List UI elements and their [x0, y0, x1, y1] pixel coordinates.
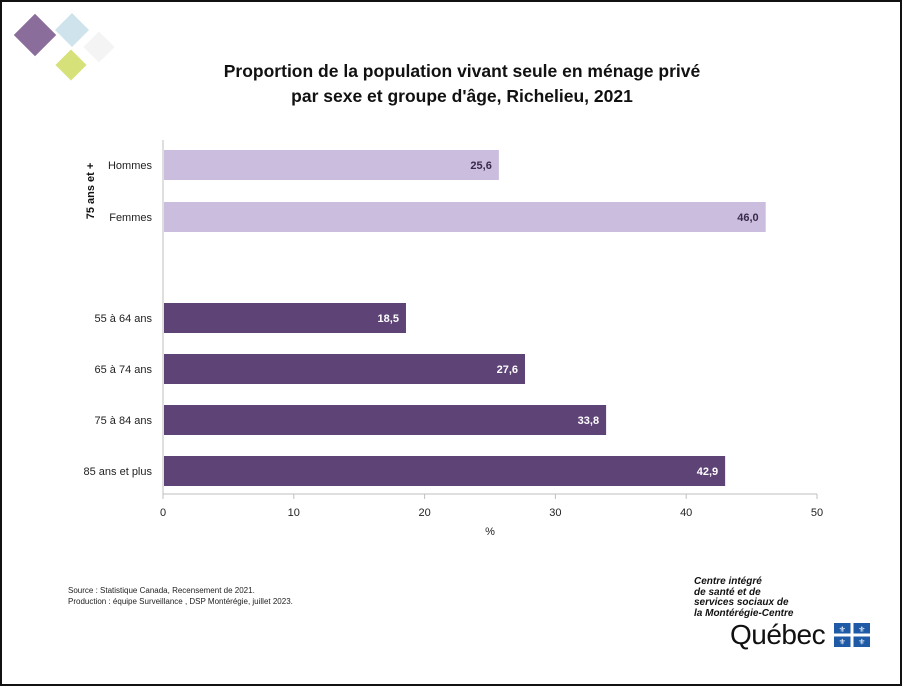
data-label: 46,0: [737, 212, 758, 224]
data-label: 42,9: [697, 466, 718, 478]
logo-org-name: Centre intégré de santé et de services s…: [694, 576, 864, 619]
x-tick-label: 0: [160, 507, 166, 519]
bar: [164, 405, 607, 435]
chart-title-line-2: par sexe et groupe d'âge, Richelieu, 202…: [291, 86, 633, 106]
bar: [164, 354, 526, 384]
chart-title-line-1: Proportion de la population vivant seule…: [223, 61, 701, 81]
chart-title: Proportion de la population vivant seule…: [152, 59, 772, 109]
data-label: 33,8: [578, 415, 599, 427]
logo-org-line-3: services sociaux de: [694, 597, 789, 608]
bar: [164, 202, 766, 232]
cisss-logo: Centre intégré de santé et de services s…: [678, 565, 883, 657]
svg-text:⚜: ⚜: [858, 638, 865, 647]
bar-chart: 0 10 20 30 40 50% Hommes 25,6 Femmes 46,0 75 ans e…: [84, 140, 823, 538]
logo-quebec-wordmark: Québec: [730, 619, 826, 650]
category-label: 75 à 84 ans: [95, 415, 153, 427]
logo-org-line-1: Centre intégré: [694, 576, 762, 587]
group-label: 75 ans et +: [85, 163, 97, 220]
x-axis-label: %: [485, 526, 495, 538]
category-label: 55 à 64 ans: [95, 313, 153, 325]
bar: [164, 150, 499, 180]
logo-org-line-2: de santé et de: [694, 586, 761, 598]
quebec-flag-icon: ⚜ ⚜ ⚜ ⚜: [834, 623, 870, 647]
footnote-production: Production : équipe Surveillance , DSP M…: [68, 597, 293, 606]
bar: [164, 456, 726, 486]
x-tick-label: 50: [811, 507, 823, 519]
logo-org-line-4: la Montérégie-Centre: [694, 607, 794, 619]
data-label: 27,6: [497, 364, 518, 376]
x-tick-label: 30: [549, 507, 561, 519]
category-label: Femmes: [109, 212, 152, 224]
svg-text:⚜: ⚜: [839, 625, 846, 634]
footnote: Source : Statistique Canada, Recensement…: [68, 585, 293, 607]
data-label: 25,6: [470, 160, 491, 172]
svg-text:⚜: ⚜: [839, 638, 846, 647]
x-tick-label: 40: [680, 507, 692, 519]
bar: [164, 303, 406, 333]
category-label: 85 ans et plus: [84, 466, 153, 478]
x-tick-label: 10: [288, 507, 300, 519]
footnote-source: Source : Statistique Canada, Recensement…: [68, 586, 255, 595]
data-label: 18,5: [378, 313, 399, 325]
category-label: Hommes: [108, 160, 153, 172]
svg-text:⚜: ⚜: [858, 625, 865, 634]
x-tick-label: 20: [418, 507, 430, 519]
category-label: 65 à 74 ans: [95, 364, 153, 376]
